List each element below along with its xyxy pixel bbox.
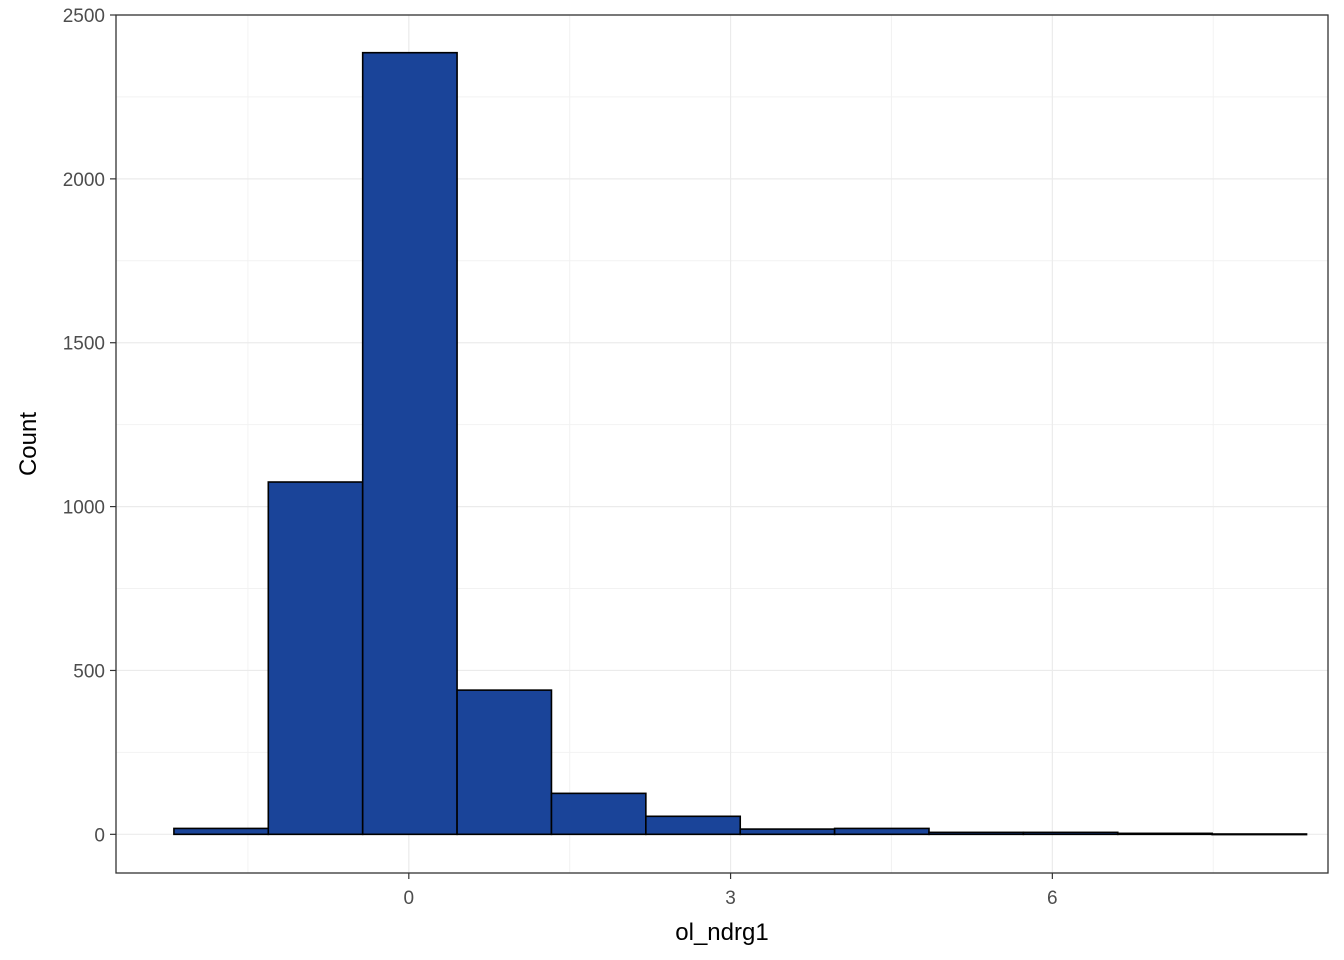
y-axis-title: Count: [15, 412, 42, 476]
y-tick-label: 0: [94, 825, 105, 846]
histogram-bar-12: [1211, 833, 1308, 836]
x-tick-label: 3: [725, 888, 736, 909]
x-axis-title: ol_ndrg1: [675, 919, 768, 946]
panel-border: [115, 14, 1329, 874]
x-tick-label: 0: [404, 888, 415, 909]
bars-layer: [173, 51, 1308, 836]
y-tick-label: 2000: [63, 170, 105, 191]
y-tick-label: 500: [73, 661, 105, 682]
histogram-bar-9: [928, 831, 1025, 836]
histogram-bar-11: [1116, 832, 1213, 836]
histogram-bar-8: [833, 827, 930, 836]
y-tick-label: 1000: [63, 498, 105, 519]
histogram-bar-10: [1022, 831, 1119, 836]
histogram-bar-1: [173, 827, 270, 836]
histogram-bar-5: [550, 792, 647, 836]
x-tick-label: 6: [1047, 888, 1058, 909]
y-tick-label: 1500: [63, 334, 105, 355]
histogram-bar-6: [645, 815, 742, 836]
histogram-bar-2: [267, 481, 364, 836]
histogram-bar-4: [456, 689, 553, 836]
ticks-layer: 0 3 6 0 500 1000 1500 2000 2500: [63, 6, 1058, 909]
histogram-bar-3: [361, 51, 458, 836]
histogram-bar-7: [739, 828, 836, 836]
y-tick-label: 2500: [63, 6, 105, 27]
